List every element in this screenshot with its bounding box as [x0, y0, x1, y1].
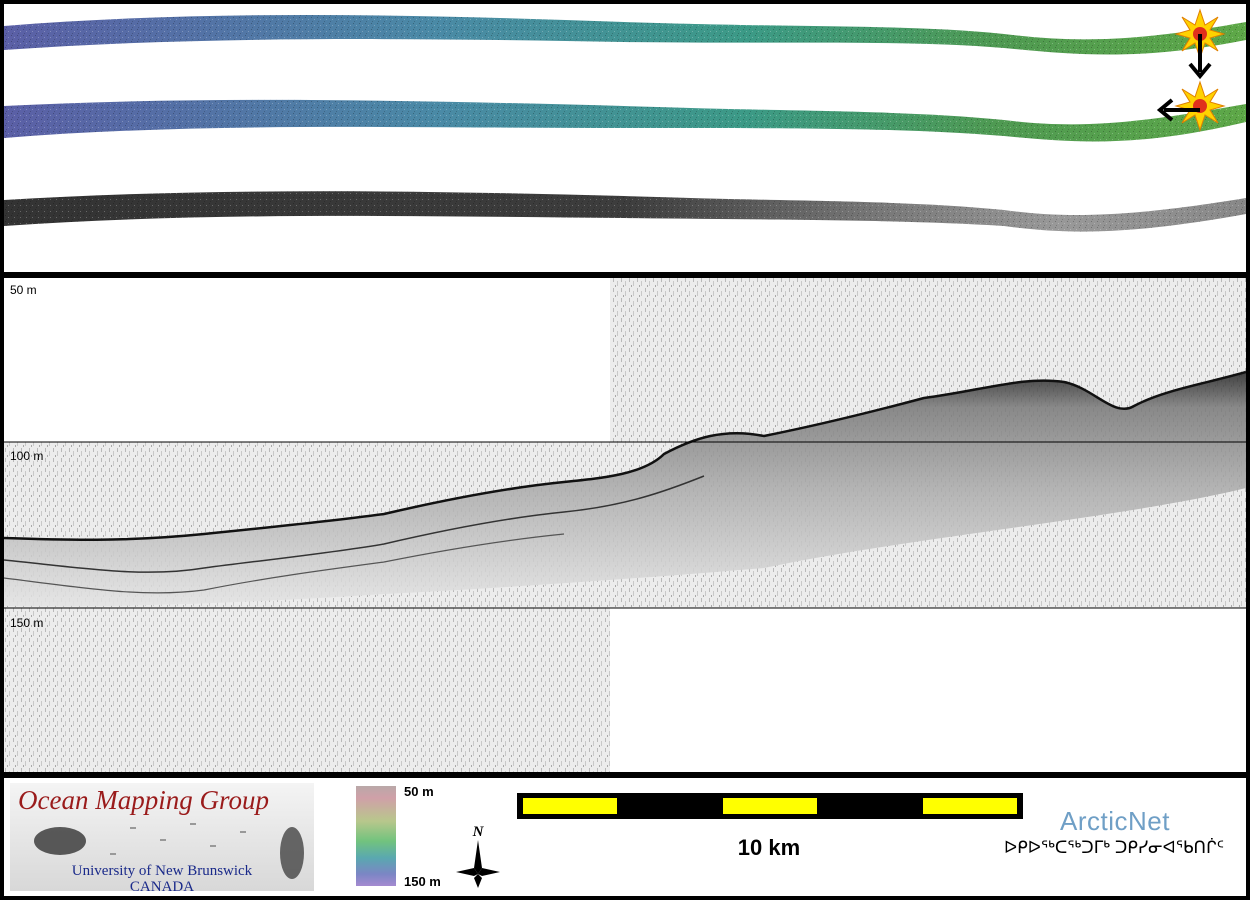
explosion-icon [1174, 80, 1226, 132]
scale-bar-label: 10 km [737, 835, 801, 860]
north-arrow-icon: N [456, 824, 500, 888]
depth-label-150: 150 m [10, 616, 43, 630]
sediment-layers [4, 372, 1246, 607]
lower-noise-region [4, 608, 610, 772]
depth-colorbar [356, 786, 396, 886]
scale-segment-3 [923, 798, 1017, 814]
depth-label-50: 50 m [10, 283, 37, 297]
colorbar-bottom-label: 150 m [404, 874, 441, 889]
logo-country: CANADA [129, 879, 195, 891]
subbottom-reflector-2 [4, 533, 565, 594]
subbottom-profile-panel: 50 m 100 m 150 m [4, 278, 1246, 772]
scale-segment-1 [523, 798, 617, 814]
subbottom-reflector [4, 475, 705, 573]
subbottom-profile: 50 m 100 m 150 m [4, 278, 1246, 772]
colorbar-top-label: 50 m [404, 784, 434, 799]
scale-bar [517, 793, 1023, 819]
logo-title: Ocean Mapping Group [18, 785, 269, 815]
arcticnet-logo: ArcticNet [1060, 806, 1170, 836]
arcticnet-inuktitut: ᐅᑭᐅᖅᑕᖅᑐᒥᒃ ᑐᑭᓯᓂᐊᖃᑎᒌᑦ [1004, 838, 1225, 857]
arrow-down-icon [1188, 34, 1212, 80]
arrow-left-icon [1156, 98, 1200, 122]
backscatter-swath [4, 191, 1246, 232]
logo-artwork [34, 823, 304, 879]
north-label: N [472, 824, 485, 840]
swath-tracks [4, 8, 1246, 232]
bathymetry-swath-2 [4, 99, 1246, 142]
ocean-mapping-group-logo: Ocean Mapping Group University of New Br… [10, 783, 314, 891]
seafloor-reflector [4, 370, 1246, 542]
scale-segment-2 [723, 798, 817, 814]
swath-panel [4, 4, 1246, 272]
logo-university: University of New Brunswick [71, 863, 253, 879]
depth-label-100: 100 m [10, 449, 43, 463]
bathymetry-swath-1 [4, 15, 1246, 55]
legend-panel: Ocean Mapping Group University of New Br… [4, 778, 1246, 896]
